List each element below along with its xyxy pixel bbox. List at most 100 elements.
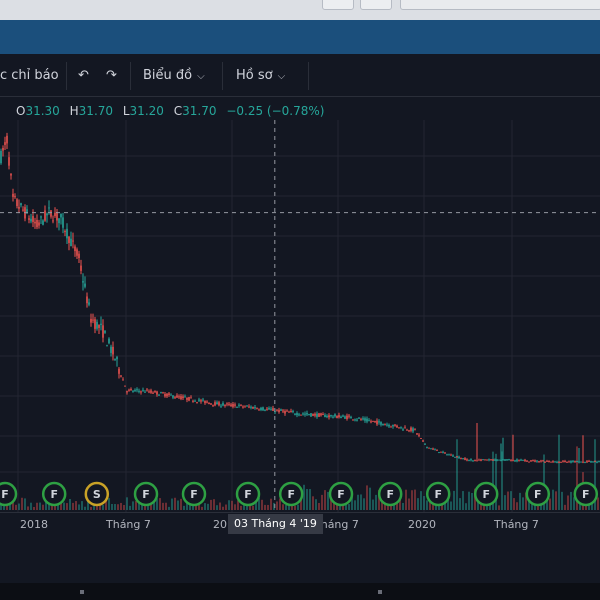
volume-bar bbox=[495, 453, 497, 510]
candle-body bbox=[36, 219, 38, 228]
candle-body bbox=[288, 411, 290, 413]
address-field[interactable] bbox=[400, 0, 600, 10]
candle-body bbox=[388, 424, 390, 427]
volume-bar bbox=[255, 499, 257, 510]
candle-body bbox=[276, 409, 278, 411]
candle-body bbox=[432, 448, 434, 450]
candle-body bbox=[390, 426, 392, 428]
volume-bar bbox=[279, 498, 281, 510]
candle-body bbox=[240, 404, 242, 406]
candle-body bbox=[476, 460, 478, 462]
high-value: 31.70 bbox=[78, 104, 114, 118]
volume-bar bbox=[303, 484, 305, 510]
candle-body bbox=[142, 389, 144, 391]
candle-body bbox=[578, 461, 580, 463]
candle-body bbox=[402, 429, 404, 431]
volume-bar bbox=[201, 506, 203, 510]
event-marker-circle bbox=[235, 481, 261, 507]
candle-body bbox=[552, 461, 554, 463]
volume-bar bbox=[210, 499, 212, 510]
candle-body bbox=[338, 415, 340, 418]
candle-body bbox=[40, 216, 42, 218]
event-marker[interactable]: F bbox=[235, 481, 261, 507]
candle-body bbox=[60, 213, 62, 218]
candle-body bbox=[162, 392, 164, 394]
event-marker[interactable]: F bbox=[525, 481, 551, 507]
event-marker-label: F bbox=[1, 488, 9, 501]
event-marker[interactable]: F bbox=[573, 481, 599, 507]
candle-body bbox=[164, 393, 166, 397]
volume-bar bbox=[72, 502, 74, 510]
volume-bar bbox=[84, 506, 86, 510]
candle-body bbox=[566, 461, 568, 463]
candle-body bbox=[564, 460, 566, 462]
candle-body bbox=[260, 407, 262, 411]
candle-body bbox=[102, 325, 104, 338]
window-button[interactable] bbox=[360, 0, 392, 10]
candle-body bbox=[64, 231, 66, 233]
volume-bar bbox=[123, 505, 125, 510]
chart-menu-label: Biểu đồ bbox=[143, 68, 193, 83]
indicators-button[interactable]: c chỉ báo bbox=[0, 68, 59, 83]
candle-body bbox=[294, 414, 296, 416]
candle-body bbox=[134, 389, 136, 391]
volume-bar bbox=[120, 502, 122, 510]
candle-body bbox=[132, 391, 134, 393]
event-marker-label: F bbox=[482, 488, 490, 501]
volume-bar bbox=[12, 498, 14, 510]
candle-body bbox=[424, 443, 426, 445]
volume-bar bbox=[168, 506, 170, 510]
candle-body bbox=[272, 408, 274, 411]
event-marker[interactable]: S bbox=[84, 481, 110, 507]
redo-icon[interactable]: ↷ bbox=[106, 68, 117, 83]
candle-body bbox=[222, 403, 224, 406]
candle-body bbox=[180, 396, 182, 399]
volume-bar bbox=[153, 499, 155, 510]
candle-body bbox=[522, 459, 524, 461]
candle-body bbox=[454, 456, 456, 458]
candle-body bbox=[426, 446, 428, 448]
candle-body bbox=[32, 216, 34, 222]
ohlc-legend: O31.30 H31.70 L31.20 C31.70 −0.25 (−0.78… bbox=[16, 104, 324, 118]
candle-body bbox=[456, 456, 458, 458]
event-marker[interactable]: F bbox=[473, 481, 499, 507]
candle-body bbox=[448, 454, 450, 456]
profile-menu[interactable]: Hồ sơ ⌵ bbox=[236, 56, 285, 96]
indicator-dot bbox=[80, 590, 84, 594]
candle-body bbox=[318, 413, 320, 417]
event-marker[interactable]: F bbox=[278, 481, 304, 507]
event-marker[interactable]: F bbox=[0, 481, 18, 507]
volume-bar bbox=[408, 498, 410, 510]
undo-icon[interactable]: ↶ bbox=[78, 68, 89, 83]
candle-body bbox=[504, 459, 506, 461]
candle-body bbox=[242, 406, 244, 408]
volume-bar bbox=[558, 434, 560, 510]
candle-body bbox=[462, 458, 464, 460]
app-header-bar bbox=[0, 20, 600, 54]
candle-body bbox=[538, 461, 540, 463]
event-marker[interactable]: F bbox=[181, 481, 207, 507]
event-marker[interactable]: F bbox=[425, 481, 451, 507]
volume-bar bbox=[117, 504, 119, 510]
candle-body bbox=[310, 413, 312, 417]
window-button[interactable] bbox=[322, 0, 354, 10]
volume-bar bbox=[252, 505, 254, 510]
event-marker[interactable]: F bbox=[377, 481, 403, 507]
close-value: 31.70 bbox=[182, 104, 217, 118]
event-marker-circle bbox=[573, 481, 599, 507]
low-label: L bbox=[122, 104, 130, 118]
volume-bar bbox=[267, 504, 269, 510]
volume-bar bbox=[78, 504, 80, 510]
volume-bar bbox=[513, 498, 515, 510]
volume-bar bbox=[177, 500, 179, 510]
event-marker[interactable]: F bbox=[133, 481, 159, 507]
candle-body bbox=[86, 296, 88, 304]
event-marker-label: F bbox=[142, 488, 150, 501]
event-marker[interactable]: F bbox=[41, 481, 67, 507]
candle-body bbox=[156, 391, 158, 395]
chart-menu[interactable]: Biểu đồ ⌵ bbox=[143, 56, 205, 96]
event-marker[interactable]: F bbox=[328, 481, 354, 507]
volume-bar bbox=[156, 498, 158, 510]
